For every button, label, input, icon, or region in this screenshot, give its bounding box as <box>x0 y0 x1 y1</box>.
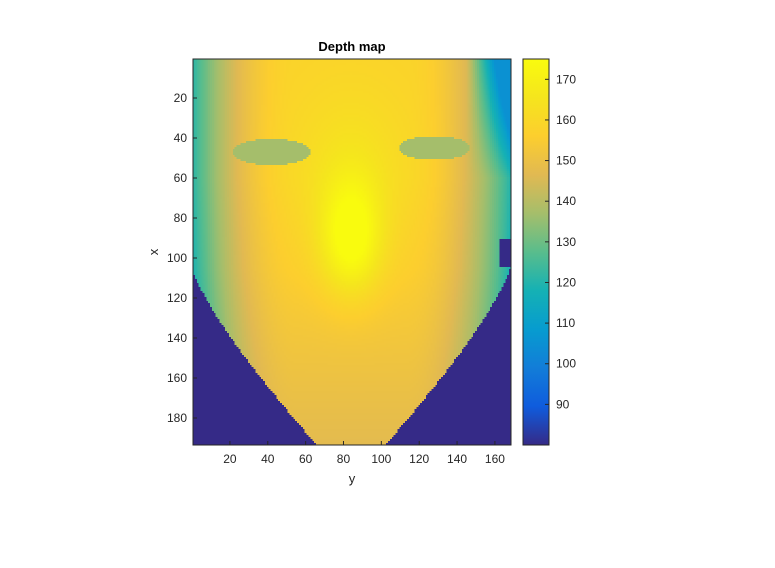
colorbar-tick-label: 110 <box>556 316 575 330</box>
colorbar-tick-label: 170 <box>556 72 576 86</box>
heatmap-image <box>193 59 511 445</box>
colorbar-frame <box>522 58 550 446</box>
chart-title: Depth map <box>318 39 385 54</box>
x-axis-label: y <box>349 471 356 486</box>
y-tick-label: 140 <box>167 331 187 345</box>
y-tick-label: 120 <box>167 291 187 305</box>
colorbar-tick-label: 150 <box>556 154 576 168</box>
colorbar-tick-label: 140 <box>556 194 576 208</box>
colorbar-gradient <box>523 59 549 445</box>
colorbar-tick-label: 100 <box>556 357 576 371</box>
colorbar-tick-label: 160 <box>556 113 576 127</box>
x-tick-label: 80 <box>337 452 351 466</box>
y-tick-label: 20 <box>174 91 188 105</box>
y-axis-ticks: 20 40 60 80 100 120 140 160 180 <box>167 91 197 425</box>
y-tick-label: 60 <box>174 171 188 185</box>
x-tick-label: 20 <box>223 452 237 466</box>
colorbar-tick-label: 120 <box>556 275 576 289</box>
x-tick-label: 100 <box>371 452 391 466</box>
y-tick-label: 160 <box>167 371 187 385</box>
y-tick-label: 80 <box>174 211 188 225</box>
x-axis-ticks: 20 40 60 80 100 120 140 160 <box>223 441 505 466</box>
x-tick-label: 60 <box>299 452 313 466</box>
colorbar-tick-label: 130 <box>556 235 576 249</box>
x-tick-label: 160 <box>485 452 505 466</box>
y-tick-label: 40 <box>174 131 188 145</box>
y-axis-label: x <box>146 248 161 255</box>
x-tick-label: 40 <box>261 452 275 466</box>
x-tick-label: 120 <box>409 452 429 466</box>
colorbar: 90 100 110 120 130 140 150 160 170 <box>522 58 576 446</box>
y-tick-label: 100 <box>167 251 187 265</box>
colorbar-ticks: 90 100 110 120 130 140 150 160 170 <box>545 72 576 411</box>
heatmap-plot-area <box>192 58 512 446</box>
colorbar-tick-label: 90 <box>556 397 570 411</box>
plot-frame <box>192 58 512 446</box>
x-tick-label: 140 <box>447 452 467 466</box>
y-tick-label: 180 <box>167 411 187 425</box>
